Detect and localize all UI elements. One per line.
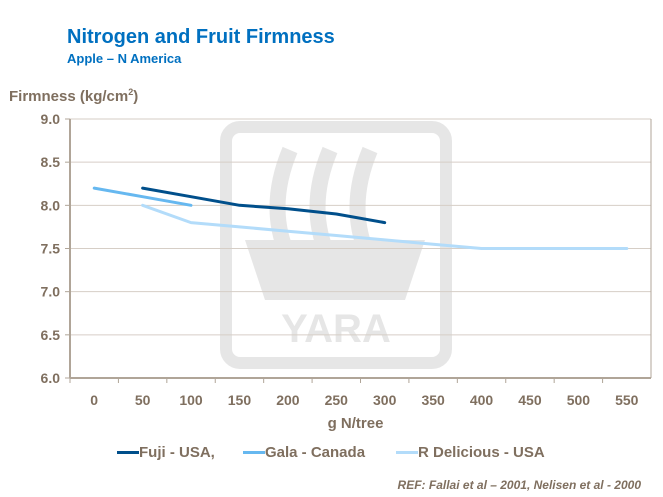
y-tick-label: 8.5 (41, 154, 61, 170)
x-tick-label: 0 (90, 392, 98, 408)
svg-text:YARA: YARA (281, 307, 391, 351)
series-line-0 (141, 186, 387, 225)
x-tick-label: 450 (518, 392, 542, 408)
x-tick-label: 400 (470, 392, 494, 408)
chart-subtitle: Apple – N America (67, 51, 182, 66)
x-tick-label: 200 (276, 392, 300, 408)
legend-label: R Delicious - USA (418, 444, 545, 461)
y-axis-label: Firmness (kg/cm2) (9, 87, 138, 105)
y-tick-label: 8.0 (41, 197, 61, 213)
legend-label: Fuji - USA, (139, 444, 215, 461)
chart-title: Nitrogen and Fruit Firmness (67, 26, 335, 48)
x-tick-label: 250 (325, 392, 349, 408)
legend-item-gala: Gala - Canada (243, 444, 365, 461)
x-tick-label: 550 (615, 392, 639, 408)
y-tick-label: 6.5 (41, 327, 61, 343)
legend-swatch (117, 451, 139, 454)
y-tick-label: 7.5 (41, 241, 61, 257)
y-tick-label: 6.0 (41, 370, 61, 386)
x-tick-label: 500 (567, 392, 591, 408)
x-axis-label: g N/tree (328, 415, 384, 432)
series-line-2 (141, 203, 629, 250)
y-axis-label-text: Firmness (kg/cm (9, 88, 129, 105)
series-line-1 (92, 186, 193, 207)
x-tick-label: 300 (373, 392, 397, 408)
legend-swatch (243, 451, 265, 454)
legend-item-rdelicious: R Delicious - USA (396, 444, 545, 461)
y-axis-label-sup: 2 (128, 87, 134, 97)
x-tick-label: 50 (135, 392, 151, 408)
x-tick-label: 150 (228, 392, 252, 408)
legend-label: Gala - Canada (265, 444, 366, 461)
y-tick-label: 9.0 (41, 111, 61, 127)
x-tick-label: 100 (179, 392, 203, 408)
reference-note: REF: Fallai et al – 2001, Nelisen et al … (397, 478, 641, 492)
legend-swatch (396, 451, 418, 454)
y-axis-label-close: ) (133, 88, 139, 105)
x-tick-label: 350 (421, 392, 445, 408)
y-tick-label: 7.0 (41, 284, 61, 300)
legend-item-fuji: Fuji - USA, (117, 444, 215, 461)
